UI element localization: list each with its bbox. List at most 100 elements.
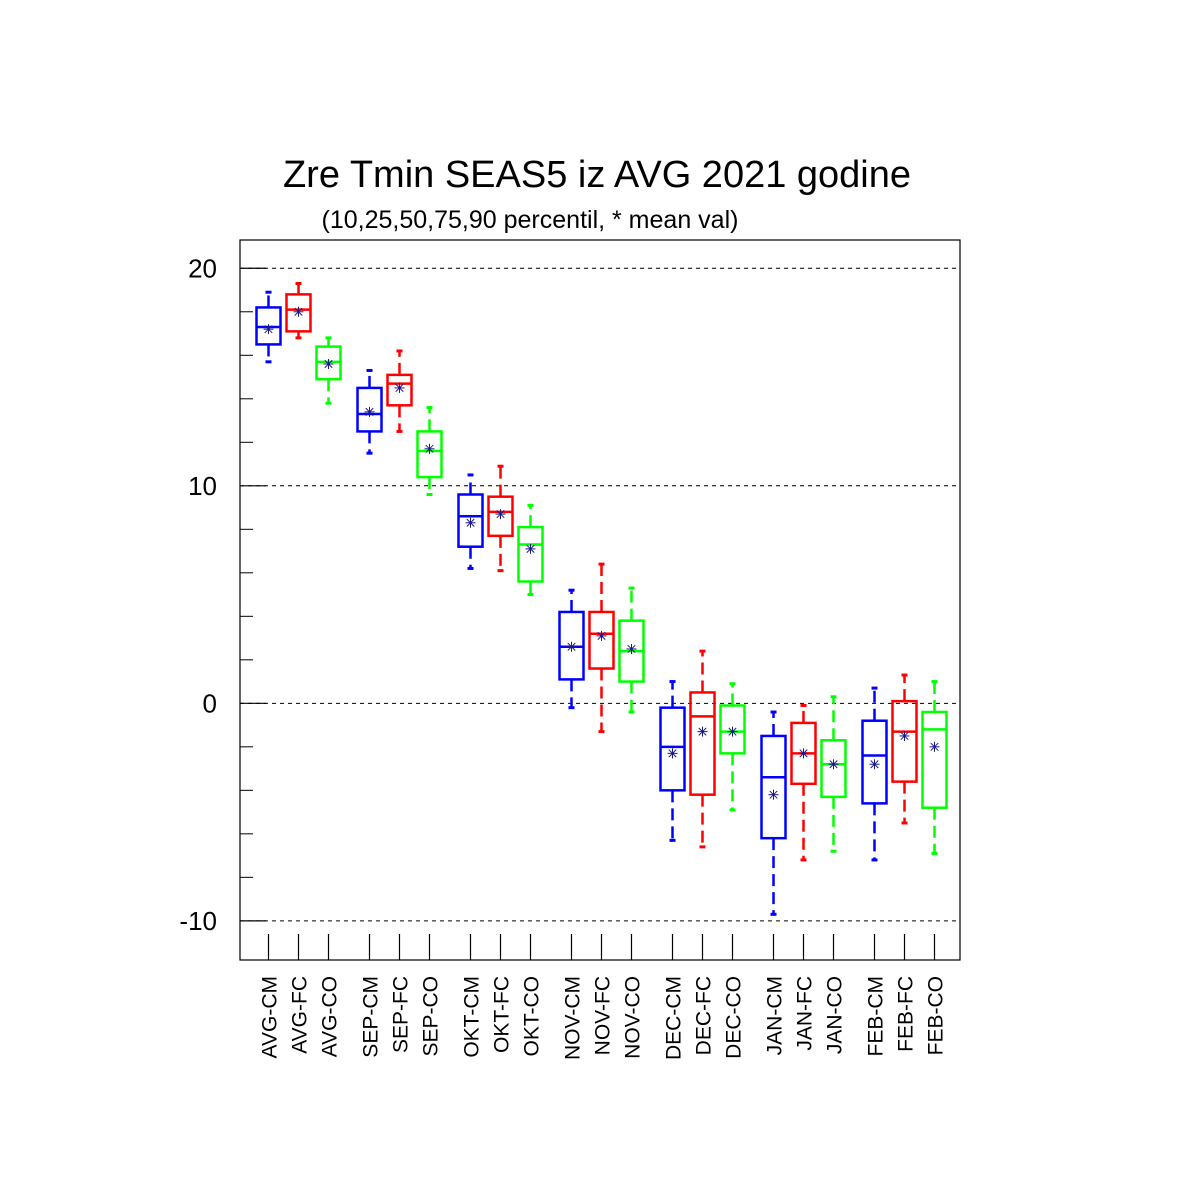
mean-marker xyxy=(424,443,435,454)
box-series xyxy=(255,282,948,916)
box-okt-cm xyxy=(457,473,484,570)
mean-marker-stroke xyxy=(597,631,606,640)
x-tick-label: SEP-FC xyxy=(390,976,413,1053)
mean-marker xyxy=(525,543,536,554)
x-tick-label: OKT-FC xyxy=(491,976,514,1053)
x-tick-label: AVG-CO xyxy=(319,976,342,1057)
x-tick-label: SEP-CM xyxy=(360,976,383,1058)
x-tick-label: NOV-CM xyxy=(562,976,585,1060)
x-tick-label: JAN-CO xyxy=(824,976,847,1054)
chart-subtitle: (10,25,50,75,90 percentil, * mean val) xyxy=(322,206,739,234)
x-tick-label: SEP-CO xyxy=(420,976,443,1057)
box-body xyxy=(689,691,716,796)
box-nov-fc xyxy=(588,562,615,734)
box-sep-fc xyxy=(386,349,413,433)
mean-marker xyxy=(394,382,405,393)
mean-marker xyxy=(828,759,839,770)
mean-marker-stroke xyxy=(900,731,909,741)
box-okt-co xyxy=(517,503,544,597)
mean-marker-stroke xyxy=(728,727,737,736)
box-body xyxy=(517,525,544,583)
mean-marker xyxy=(596,630,607,641)
box-nov-co xyxy=(618,586,645,714)
box-body xyxy=(457,493,484,548)
box-body xyxy=(891,699,918,783)
mean-marker xyxy=(626,643,637,654)
box-avg-fc xyxy=(285,282,312,340)
mean-marker-stroke xyxy=(668,749,677,758)
y-axis: 20 10 0 -10 xyxy=(179,253,266,936)
mean-marker xyxy=(495,509,506,520)
box-feb-co xyxy=(921,680,948,855)
mean-marker-stroke xyxy=(526,544,535,553)
mean-marker xyxy=(465,517,476,528)
mean-marker-stroke xyxy=(930,742,939,751)
box-okt-fc xyxy=(487,464,514,573)
grid-lines xyxy=(240,267,960,922)
mean-marker xyxy=(364,406,375,417)
mean-marker-stroke xyxy=(294,307,303,316)
box-nov-cm xyxy=(558,588,585,710)
mean-marker xyxy=(929,741,940,752)
mean-marker-stroke xyxy=(870,760,879,769)
x-tick-label: DEC-FC xyxy=(693,976,716,1055)
box-feb-fc xyxy=(891,673,918,825)
mean-marker-stroke xyxy=(395,383,404,393)
x-tick-label: DEC-CM xyxy=(663,976,686,1060)
box-sep-cm xyxy=(356,369,383,455)
mean-marker-stroke xyxy=(769,790,778,799)
mean-marker xyxy=(323,358,334,369)
mean-marker-stroke xyxy=(567,642,576,651)
mean-marker xyxy=(566,641,577,652)
box-body xyxy=(588,610,615,670)
box-dec-co xyxy=(719,682,746,812)
box-body xyxy=(416,430,443,479)
box-body xyxy=(356,386,383,433)
mean-marker xyxy=(263,324,274,335)
mean-marker-stroke xyxy=(466,518,475,527)
x-tick-label: FEB-FC xyxy=(895,976,918,1052)
y-tick-label: 20 xyxy=(188,253,217,283)
x-tick-label: AVG-CM xyxy=(259,976,282,1058)
y-tick-label: -10 xyxy=(179,906,217,936)
box-feb-cm xyxy=(861,686,888,862)
x-axis: AVG-CM AVG-FC AVG-CO SEP-CM SEP-FC SEP-CO OKT-… xyxy=(259,934,948,1060)
box-dec-cm xyxy=(659,680,686,842)
x-tick-label: JAN-CM xyxy=(764,976,787,1055)
mean-marker-stroke xyxy=(324,359,333,369)
mean-marker xyxy=(727,726,738,737)
mean-marker xyxy=(899,730,910,741)
mean-marker xyxy=(768,789,779,800)
y-tick-label: 0 xyxy=(203,688,217,718)
box-body xyxy=(487,495,514,538)
box-sep-co xyxy=(416,405,443,497)
x-tick-label: NOV-CO xyxy=(622,976,645,1059)
x-tick-label: OKT-CM xyxy=(461,976,484,1058)
x-tick-label: JAN-FC xyxy=(794,976,817,1051)
mean-marker-stroke xyxy=(496,509,505,519)
mean-marker-stroke xyxy=(264,325,273,334)
box-body xyxy=(861,719,888,805)
x-tick-label: NOV-FC xyxy=(592,976,615,1055)
mean-marker-stroke xyxy=(425,444,434,453)
x-tick-label: AVG-FC xyxy=(289,976,312,1054)
box-body xyxy=(386,373,413,407)
x-tick-label: FEB-CM xyxy=(865,976,888,1057)
mean-marker-stroke xyxy=(698,727,707,736)
box-body xyxy=(760,734,787,840)
mean-marker xyxy=(667,748,678,759)
mean-marker-stroke xyxy=(365,407,374,416)
x-tick-label: FEB-CO xyxy=(925,976,948,1055)
mean-marker-stroke xyxy=(627,644,636,654)
box-jan-fc xyxy=(790,703,817,862)
x-tick-label: OKT-CO xyxy=(521,976,544,1057)
mean-marker xyxy=(869,759,880,770)
box-avg-co xyxy=(315,336,342,405)
chart-title: Zre Tmin SEAS5 iz AVG 2021 godine xyxy=(283,154,911,196)
x-tick-label: DEC-CO xyxy=(723,976,746,1059)
box-body xyxy=(820,739,847,799)
box-body xyxy=(659,706,686,792)
mean-marker xyxy=(697,726,708,737)
mean-marker xyxy=(798,748,809,759)
